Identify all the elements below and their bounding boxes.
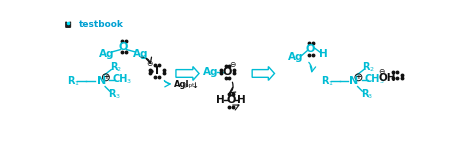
Text: CH: CH: [112, 74, 128, 84]
Text: R: R: [361, 89, 368, 99]
Text: H: H: [216, 95, 225, 105]
Text: R: R: [321, 76, 329, 86]
Text: (ppt): (ppt): [183, 83, 197, 88]
Text: Ag: Ag: [133, 49, 148, 59]
Text: +: +: [103, 74, 109, 80]
Text: O: O: [227, 95, 236, 105]
Text: CH: CH: [365, 74, 380, 84]
Text: Ag: Ag: [203, 67, 219, 77]
Text: ⊖: ⊖: [229, 60, 235, 69]
Text: N: N: [97, 76, 106, 86]
Polygon shape: [66, 22, 71, 27]
Text: O: O: [119, 42, 128, 52]
Text: R: R: [363, 62, 370, 72]
Text: R: R: [108, 89, 116, 99]
Text: R: R: [110, 62, 118, 72]
Text: H: H: [237, 95, 246, 105]
Text: 3: 3: [368, 94, 372, 99]
Text: 3: 3: [127, 79, 131, 84]
Text: 3: 3: [115, 94, 119, 99]
Text: Ag: Ag: [99, 49, 114, 59]
Text: ⊖: ⊖: [146, 59, 152, 68]
Text: ↓: ↓: [191, 81, 199, 90]
Text: O: O: [223, 67, 232, 77]
Text: R: R: [67, 76, 75, 86]
Text: 2: 2: [369, 67, 373, 72]
Text: H: H: [319, 49, 328, 59]
Text: +: +: [356, 74, 361, 80]
Text: OH: OH: [379, 73, 396, 83]
Text: 2: 2: [117, 67, 121, 72]
Text: 3: 3: [379, 79, 383, 84]
Text: ⊖: ⊖: [378, 67, 385, 76]
Text: 1: 1: [74, 81, 78, 86]
Text: 1: 1: [328, 81, 332, 86]
Text: I: I: [155, 66, 159, 76]
Text: AgI: AgI: [174, 80, 190, 89]
Text: testbook: testbook: [79, 20, 124, 30]
Text: O: O: [306, 44, 315, 54]
Text: N: N: [349, 76, 358, 86]
Text: Ag: Ag: [288, 52, 303, 61]
